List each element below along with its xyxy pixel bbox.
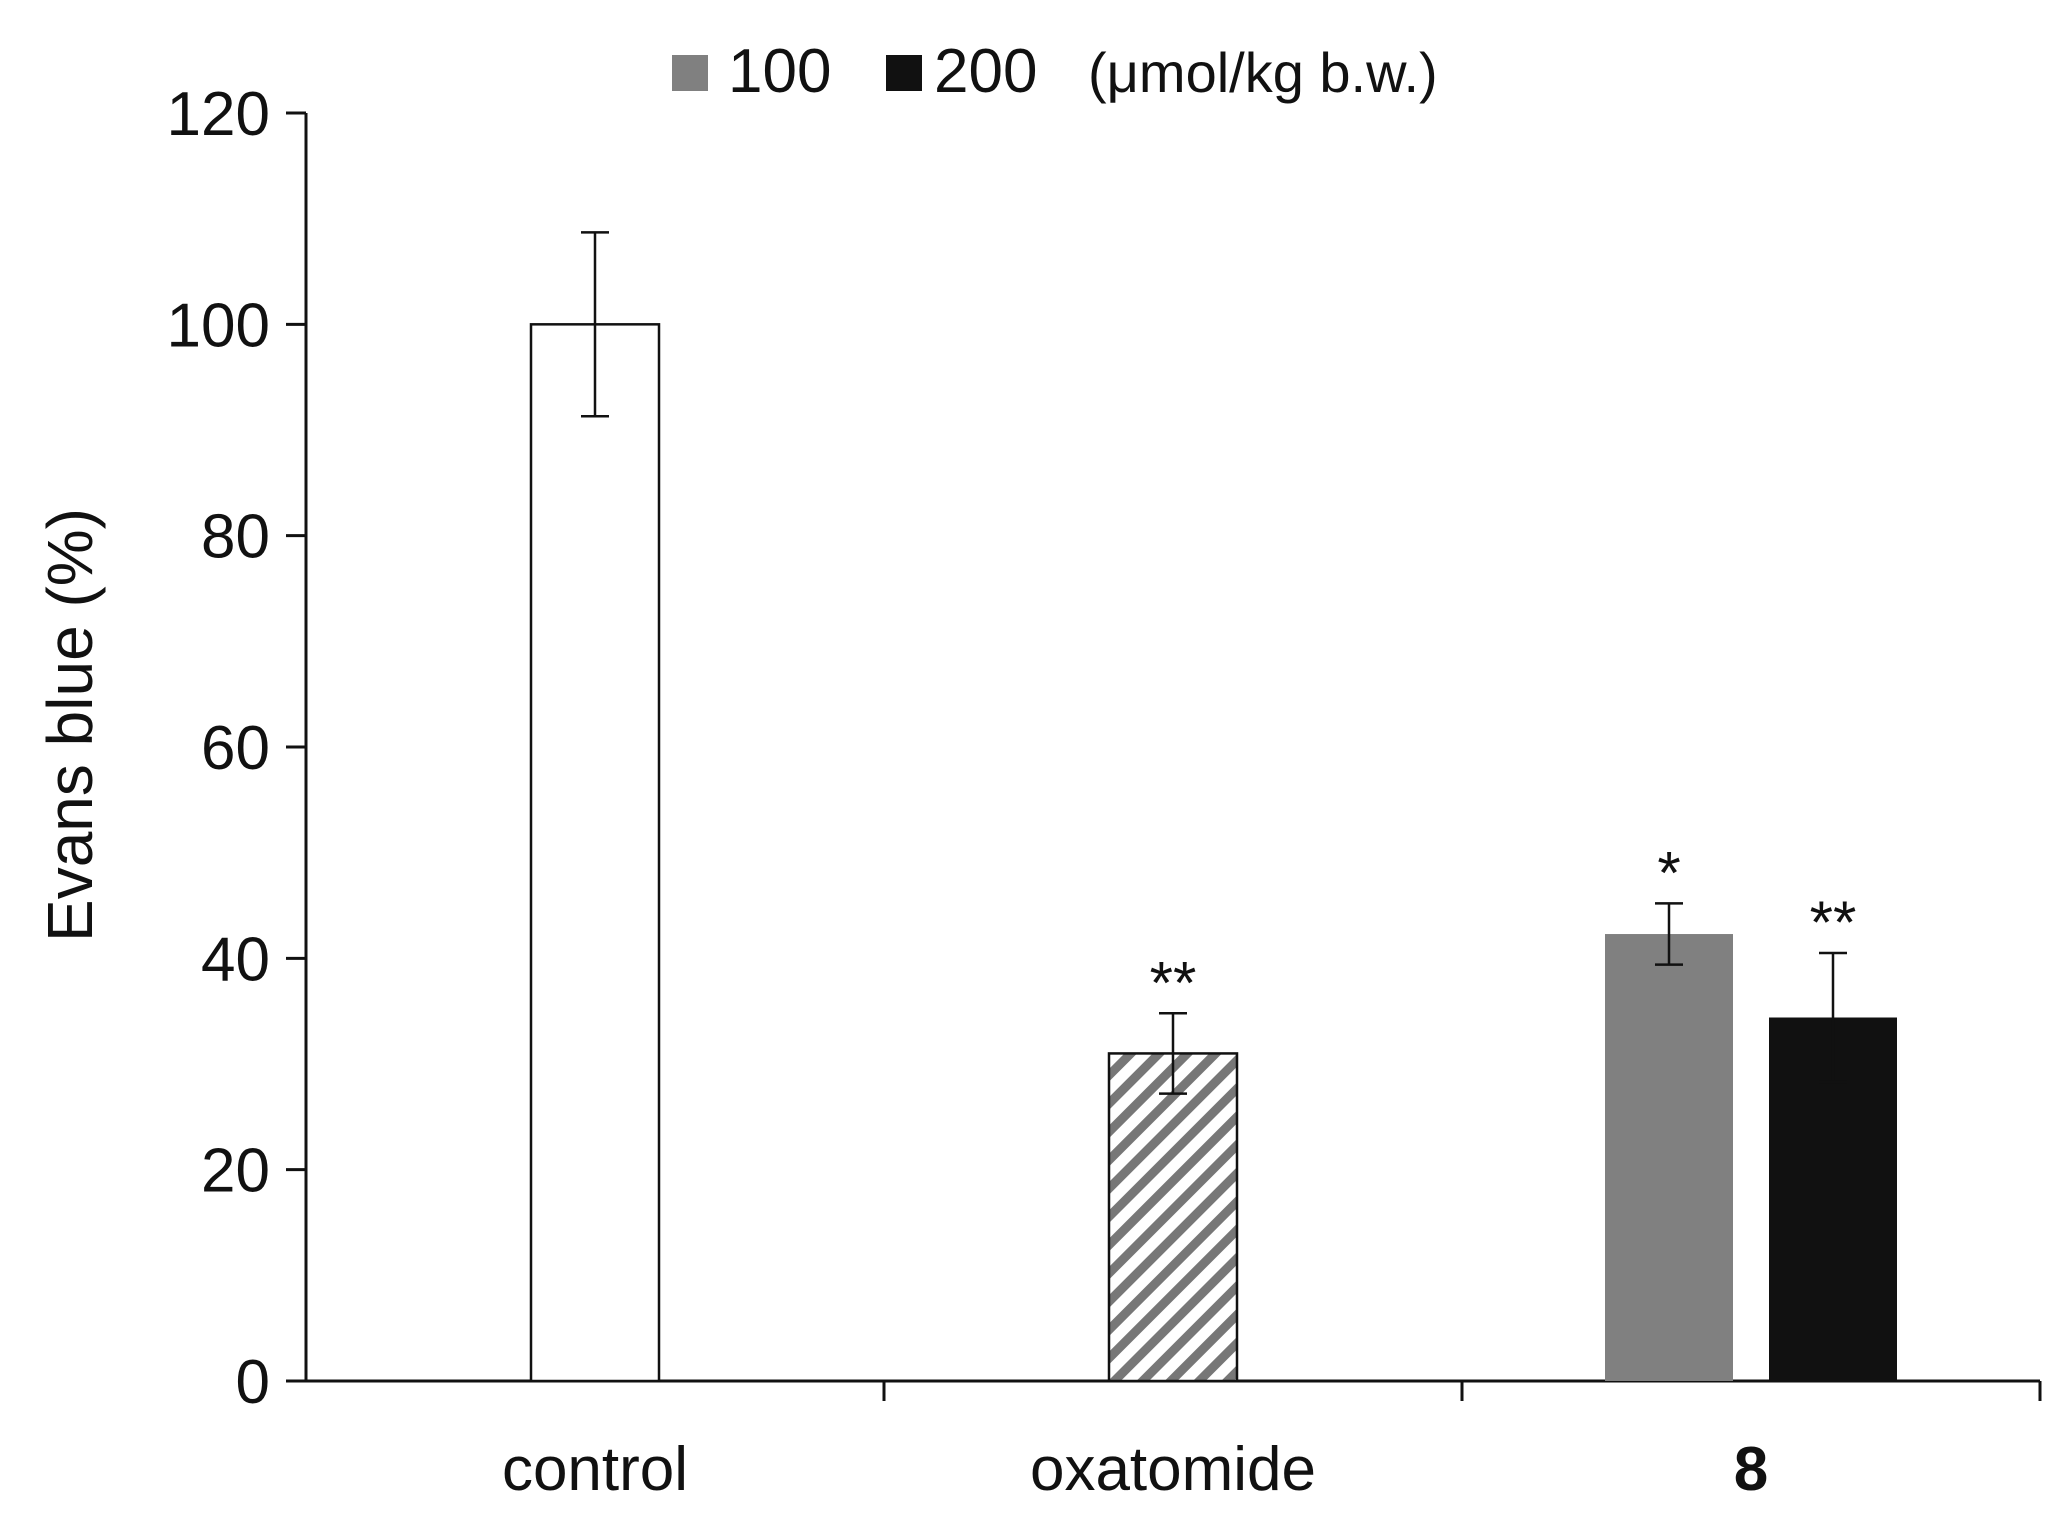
legend-swatch-200 (886, 55, 922, 91)
legend-swatch-100 (672, 55, 708, 91)
x-category-label: control (502, 1435, 688, 1504)
category-labels: control oxatomide 8 (502, 1435, 1768, 1504)
y-tick-label: 100 (167, 291, 270, 360)
y-tick-label: 20 (201, 1137, 270, 1206)
y-tick-label: 0 (236, 1348, 270, 1417)
x-category-label: oxatomide (1030, 1435, 1316, 1504)
legend-unit: (μmol/kg b.w.) (1088, 41, 1438, 104)
y-tick-label: 40 (201, 925, 270, 994)
y-tick-label: 80 (201, 503, 270, 572)
bar (529, 323, 661, 1383)
legend: 100 200 (μmol/kg b.w.) (672, 37, 1438, 106)
significance-marker: ** (1150, 949, 1197, 1016)
bars: ***** (529, 231, 1897, 1383)
y-axis-title: Evans blue (%) (34, 508, 106, 942)
y-tick-label: 60 (201, 714, 270, 783)
significance-marker: * (1657, 839, 1680, 906)
bar (1605, 934, 1733, 1381)
bar (1107, 1052, 1239, 1383)
y-tick-label: 120 (167, 80, 270, 149)
axes: 0 20 40 60 80 100 120 (167, 80, 2042, 1417)
legend-label-200: 200 (934, 37, 1037, 106)
significance-marker: ** (1810, 889, 1857, 956)
x-category-label: 8 (1734, 1435, 1768, 1504)
legend-label-100: 100 (728, 37, 831, 106)
